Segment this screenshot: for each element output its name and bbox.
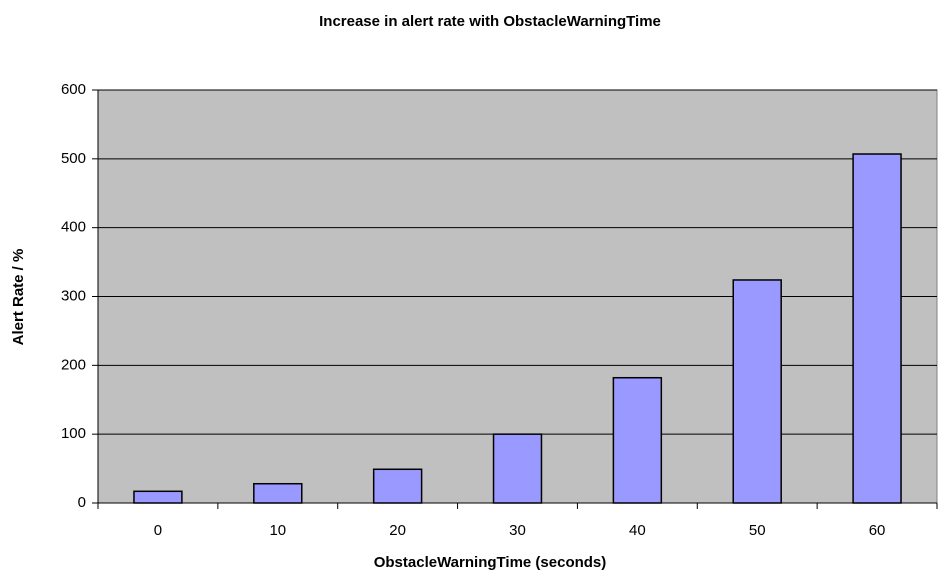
x-tick-label: 50 [749,522,766,539]
y-tick-label: 500 [61,150,86,167]
x-tick-label: 30 [509,522,526,539]
bar [372,468,423,504]
bar [852,153,902,504]
y-tick-label: 300 [61,287,86,304]
chart-title: Increase in alert rate with ObstacleWarn… [319,13,661,30]
x-tick-label: 20 [389,522,406,539]
y-tick-label: 200 [61,356,86,373]
y-tick-label: 600 [61,81,86,98]
x-tick-label: 10 [269,522,286,539]
bar [732,279,782,504]
y-tick-label: 400 [61,219,86,236]
bar [492,433,543,504]
x-tick-label: 40 [629,522,646,539]
x-tick-label: 60 [869,522,886,539]
x-tick-label: 0 [154,522,162,539]
bar [253,482,303,504]
y-axis-label: Alert Rate / % [10,249,27,346]
x-axis-label: ObstacleWarningTime (seconds) [374,554,607,571]
y-tick-label: 0 [78,494,86,511]
bar [133,490,183,504]
bar [612,376,663,504]
y-tick-label: 100 [61,425,86,442]
